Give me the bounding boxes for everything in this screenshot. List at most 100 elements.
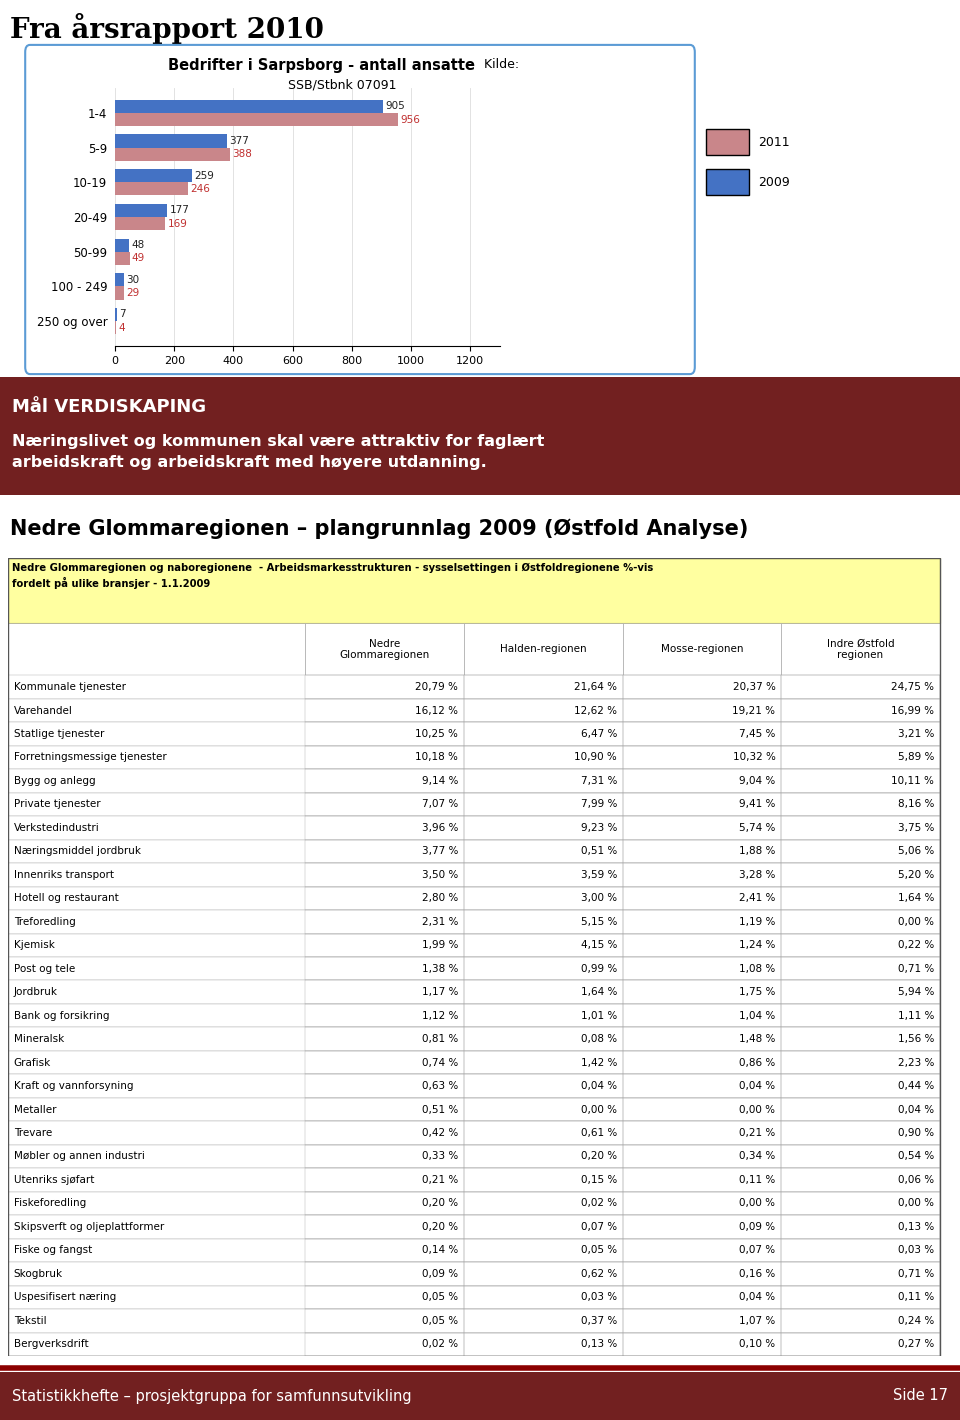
Bar bbox=[305, 770, 464, 792]
Bar bbox=[464, 746, 622, 770]
Text: Utenriks sjøfart: Utenriks sjøfart bbox=[13, 1174, 94, 1184]
Text: 3,28 %: 3,28 % bbox=[739, 870, 776, 880]
Text: Statlige tjenester: Statlige tjenester bbox=[13, 728, 104, 738]
Bar bbox=[622, 723, 781, 746]
Bar bbox=[781, 1285, 940, 1309]
Text: 0,42 %: 0,42 % bbox=[422, 1127, 458, 1137]
Text: 246: 246 bbox=[190, 185, 210, 195]
Text: Fiske og fangst: Fiske og fangst bbox=[13, 1245, 92, 1255]
Text: 1,42 %: 1,42 % bbox=[581, 1058, 617, 1068]
Text: Mål VERDISKAPING: Mål VERDISKAPING bbox=[12, 398, 205, 416]
Text: 2,23 %: 2,23 % bbox=[898, 1058, 934, 1068]
Bar bbox=[781, 1051, 940, 1075]
Bar bbox=[8, 770, 940, 792]
Bar bbox=[115, 148, 229, 160]
Text: 0,04 %: 0,04 % bbox=[739, 1081, 776, 1091]
Text: 1,01 %: 1,01 % bbox=[581, 1011, 617, 1021]
Bar bbox=[305, 1145, 464, 1169]
Text: 21,64 %: 21,64 % bbox=[574, 682, 617, 692]
Bar bbox=[622, 1332, 781, 1356]
Bar bbox=[464, 863, 622, 886]
Text: 177: 177 bbox=[170, 206, 190, 216]
Text: 2,31 %: 2,31 % bbox=[421, 917, 458, 927]
Bar bbox=[464, 623, 622, 676]
Text: 5,94 %: 5,94 % bbox=[898, 987, 934, 997]
Text: 0,44 %: 0,44 % bbox=[898, 1081, 934, 1091]
Text: 10,90 %: 10,90 % bbox=[574, 753, 617, 763]
Text: 1,19 %: 1,19 % bbox=[739, 917, 776, 927]
Text: Næringsmiddel jordbruk: Næringsmiddel jordbruk bbox=[13, 846, 141, 856]
Bar bbox=[8, 1216, 940, 1238]
Text: 9,23 %: 9,23 % bbox=[581, 822, 617, 834]
Text: 0,08 %: 0,08 % bbox=[581, 1034, 617, 1044]
Bar bbox=[305, 1004, 464, 1028]
Bar bbox=[305, 1238, 464, 1262]
Text: Nedre Glommaregionen og naboregionene  - Arbeidsmarkesstrukturen - sysselsetting: Nedre Glommaregionen og naboregionene - … bbox=[12, 562, 653, 589]
Bar bbox=[622, 816, 781, 839]
Bar bbox=[464, 1216, 622, 1238]
Text: 1,12 %: 1,12 % bbox=[421, 1011, 458, 1021]
Bar bbox=[781, 816, 940, 839]
Text: 1,38 %: 1,38 % bbox=[421, 964, 458, 974]
Bar bbox=[622, 1145, 781, 1169]
Text: Halden-regionen: Halden-regionen bbox=[500, 645, 587, 655]
Bar bbox=[305, 839, 464, 863]
Text: Bygg og anlegg: Bygg og anlegg bbox=[13, 775, 95, 785]
Text: Trevare: Trevare bbox=[13, 1127, 52, 1137]
Bar bbox=[8, 1309, 940, 1332]
Bar bbox=[622, 699, 781, 723]
Bar bbox=[622, 1075, 781, 1098]
Text: 2,80 %: 2,80 % bbox=[422, 893, 458, 903]
Bar bbox=[305, 957, 464, 980]
Bar bbox=[781, 839, 940, 863]
Text: 1,75 %: 1,75 % bbox=[739, 987, 776, 997]
Bar bbox=[115, 273, 124, 287]
Bar bbox=[622, 792, 781, 816]
Text: Indre Østfold
regionen: Indre Østfold regionen bbox=[827, 639, 895, 660]
Bar bbox=[464, 980, 622, 1004]
Text: 0,04 %: 0,04 % bbox=[739, 1292, 776, 1302]
Bar bbox=[781, 863, 940, 886]
Text: 2,41 %: 2,41 % bbox=[739, 893, 776, 903]
Text: 0,86 %: 0,86 % bbox=[739, 1058, 776, 1068]
Bar bbox=[781, 910, 940, 933]
Bar bbox=[464, 1145, 622, 1169]
Bar bbox=[622, 1191, 781, 1216]
Text: 1,99 %: 1,99 % bbox=[421, 940, 458, 950]
Text: 0,62 %: 0,62 % bbox=[581, 1269, 617, 1279]
Bar bbox=[781, 699, 940, 723]
Bar bbox=[464, 699, 622, 723]
Text: 0,05 %: 0,05 % bbox=[422, 1292, 458, 1302]
Text: Kraft og vannforsyning: Kraft og vannforsyning bbox=[13, 1081, 133, 1091]
Bar bbox=[622, 1285, 781, 1309]
Text: 0,00 %: 0,00 % bbox=[898, 1198, 934, 1208]
Bar bbox=[115, 135, 227, 148]
Text: 3,21 %: 3,21 % bbox=[898, 728, 934, 738]
Text: 1,07 %: 1,07 % bbox=[739, 1316, 776, 1326]
Bar bbox=[8, 1285, 940, 1309]
Bar bbox=[8, 839, 940, 863]
Text: Side 17: Side 17 bbox=[894, 1389, 948, 1403]
Text: 5,20 %: 5,20 % bbox=[898, 870, 934, 880]
Bar bbox=[305, 1098, 464, 1122]
Text: 0,07 %: 0,07 % bbox=[581, 1221, 617, 1233]
Text: 169: 169 bbox=[167, 219, 187, 229]
Bar bbox=[305, 816, 464, 839]
Text: Fra årsrapport 2010: Fra årsrapport 2010 bbox=[10, 13, 324, 44]
Bar bbox=[8, 746, 940, 770]
Text: 0,00 %: 0,00 % bbox=[739, 1198, 776, 1208]
Text: 0,71 %: 0,71 % bbox=[898, 1269, 934, 1279]
Bar bbox=[8, 957, 940, 980]
Bar bbox=[622, 1004, 781, 1028]
Bar bbox=[781, 1191, 940, 1216]
Bar bbox=[622, 1262, 781, 1285]
Bar bbox=[115, 182, 188, 196]
Bar bbox=[8, 1169, 940, 1191]
Bar bbox=[781, 1122, 940, 1145]
Bar bbox=[464, 676, 622, 699]
Bar bbox=[305, 1332, 464, 1356]
Bar bbox=[8, 816, 940, 839]
Bar bbox=[115, 169, 192, 182]
Bar bbox=[305, 792, 464, 816]
Text: Treforedling: Treforedling bbox=[13, 917, 76, 927]
